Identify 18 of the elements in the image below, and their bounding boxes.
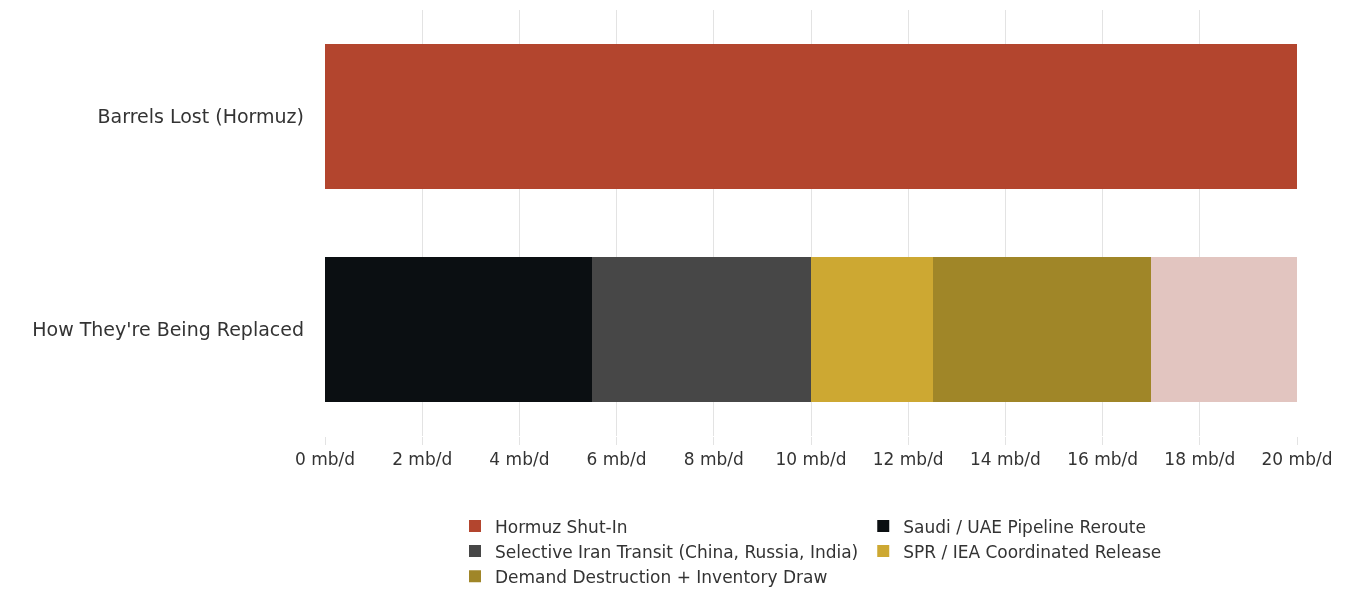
x-tick-label: 2 mb/d [392, 449, 453, 470]
x-tick-label: 8 mb/d [683, 449, 744, 470]
x-tick-label: 6 mb/d [586, 449, 647, 470]
x-tick-label: 0 mb/d [294, 449, 356, 470]
x-tick-label: 10 mb/d [775, 449, 847, 470]
x-tick-label: 14 mb/d [969, 449, 1041, 470]
y-tick-label: How They're Being Replaced [32, 318, 304, 341]
x-tick-label: 4 mb/d [489, 449, 550, 470]
legend-label: SPR / IEA Coordinated Release [903, 541, 1162, 562]
legend-label: Hormuz Shut-In [495, 516, 628, 537]
x-tick-label: 12 mb/d [872, 449, 944, 470]
legend-label: Demand Destruction + Inventory Draw [495, 566, 828, 587]
x-tick-label: 20 mb/d [1261, 449, 1333, 470]
legend-label: Selective Iran Transit (China, Russia, India) [495, 541, 859, 562]
x-tick-label: 18 mb/d [1164, 449, 1236, 470]
y-tick-label: Barrels Lost (Hormuz) [97, 105, 304, 128]
x-tick-label: 16 mb/d [1067, 449, 1139, 470]
legend-label: Saudi / UAE Pipeline Reroute [903, 516, 1146, 537]
